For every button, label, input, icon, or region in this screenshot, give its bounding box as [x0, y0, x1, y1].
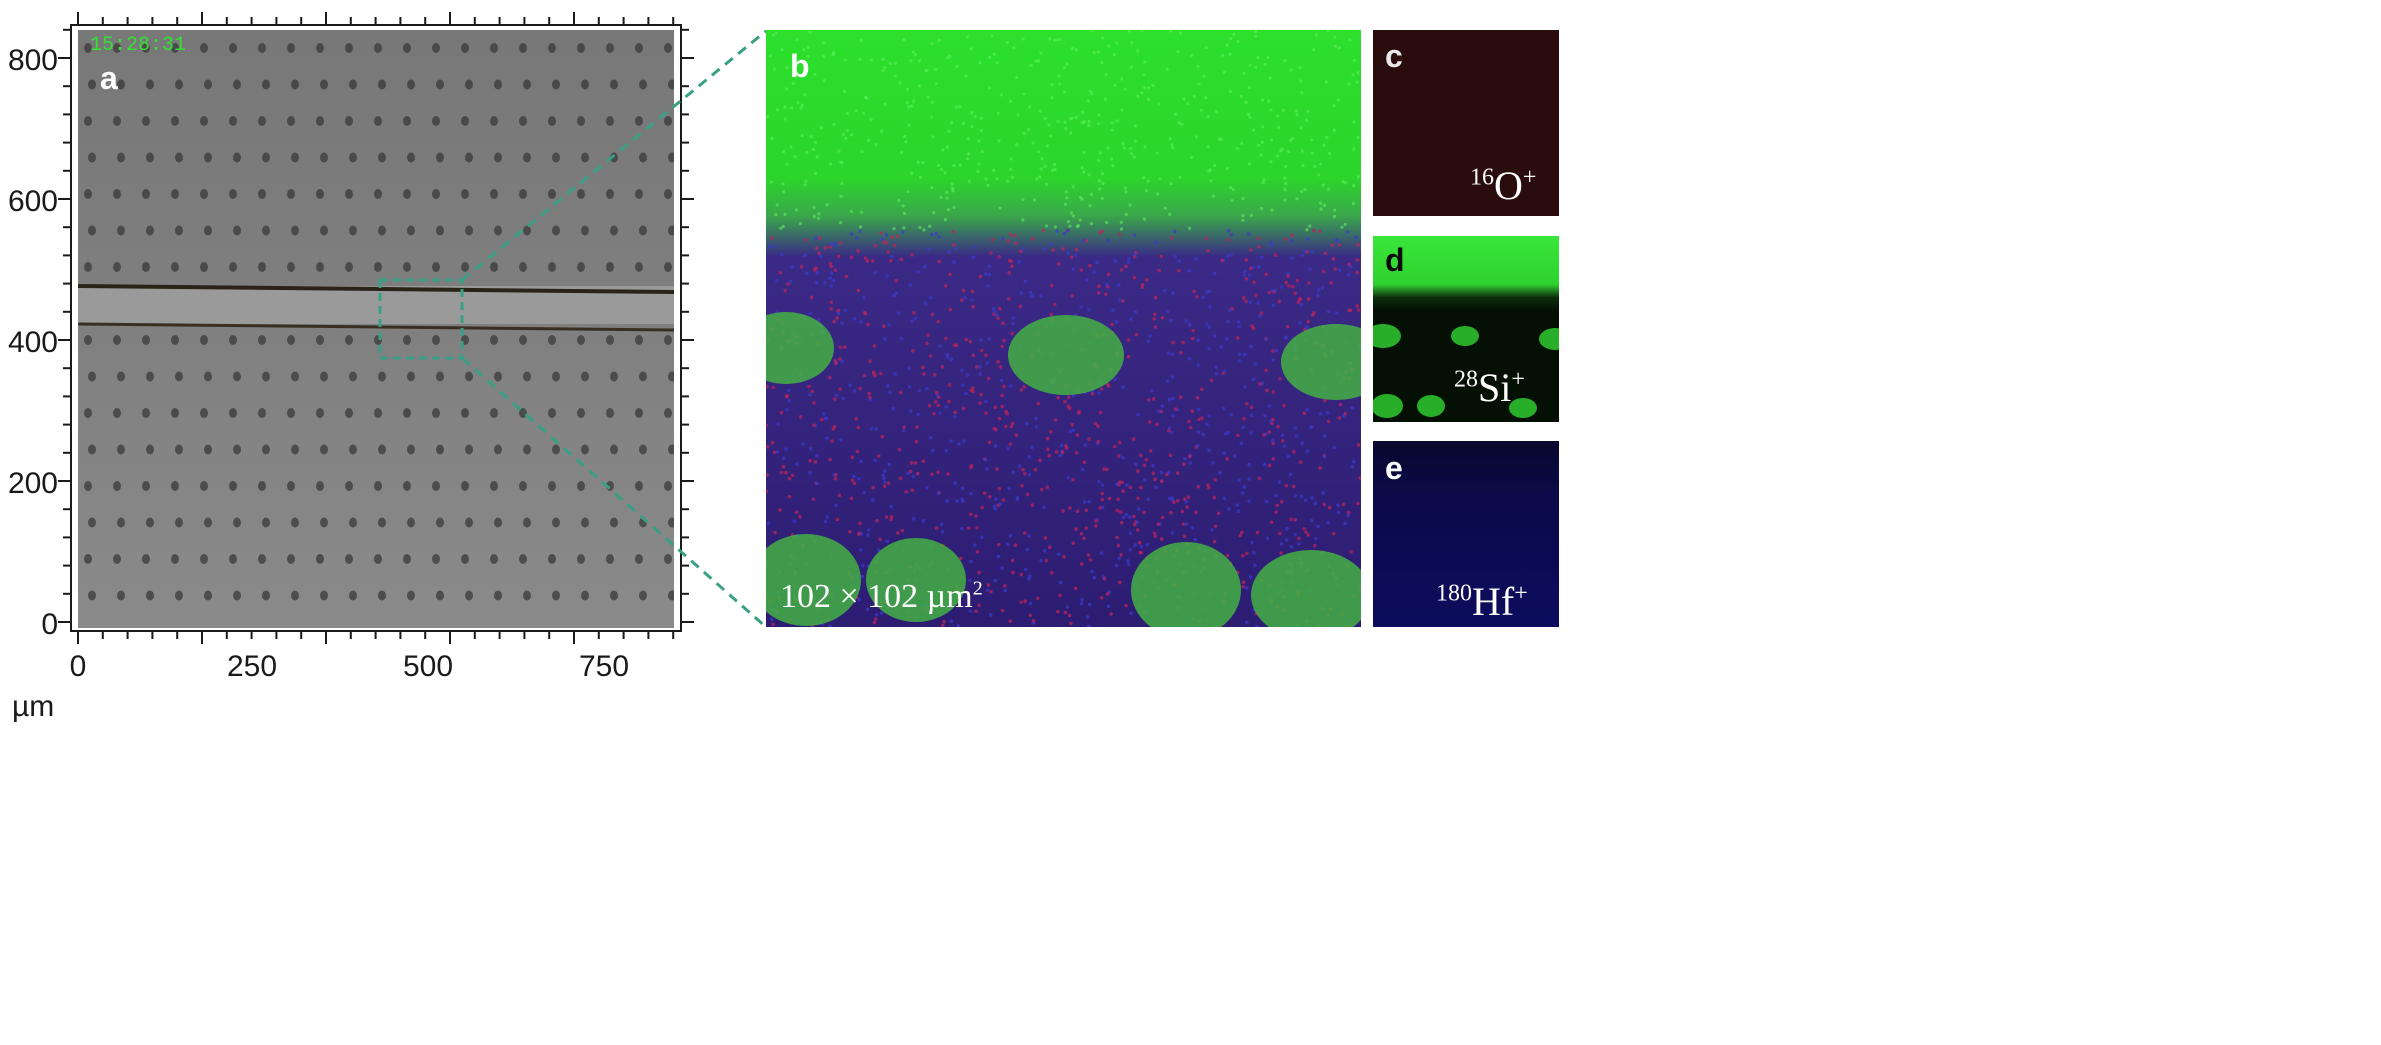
- hafnium-ion-map: [1373, 441, 1559, 627]
- composite-ion-map: [766, 30, 1361, 627]
- y-tick-label: 800: [7, 44, 58, 77]
- silicon-features: [1373, 324, 1559, 418]
- silicon-charge: +: [1511, 366, 1525, 393]
- x-unit-label: µm: [12, 690, 55, 723]
- hafnium-charge: +: [1514, 580, 1528, 607]
- axis-ticks: [58, 12, 694, 644]
- interface-band: [78, 284, 674, 332]
- y-tick-label: 200: [7, 467, 58, 500]
- panel-d-letter: d: [1385, 242, 1405, 278]
- panel-a-timestamp: 15:28:31: [90, 34, 187, 57]
- zoom-indicator: [378, 29, 767, 629]
- scan-area-label: 102 × 102 µm2: [780, 578, 983, 616]
- oxygen-charge: +: [1522, 164, 1537, 191]
- x-tick-label: 500: [402, 650, 454, 683]
- panel-a-letter: a: [100, 60, 118, 96]
- ion-map-speckle: [766, 30, 1361, 627]
- oxygen-ion-label: 16O+: [1470, 162, 1536, 209]
- optical-micrograph: [78, 30, 674, 628]
- zoom-connector-top: [461, 29, 767, 282]
- panel-c-letter: c: [1385, 38, 1403, 74]
- x-tick-label: 250: [226, 650, 278, 683]
- hafnium-element: Hf: [1472, 579, 1515, 624]
- x-tick-label: 750: [578, 650, 630, 683]
- scan-area-text: 102 × 102 µm: [780, 578, 973, 615]
- pit-array: [84, 43, 674, 601]
- micrograph-features: [78, 43, 674, 601]
- panel-a-axes: [58, 12, 694, 644]
- x-tick-label: 0: [69, 650, 87, 683]
- panel-b-letter: b: [790, 48, 810, 84]
- oxygen-mass: 16: [1470, 164, 1494, 191]
- hafnium-ion-label: 180Hf+: [1436, 578, 1528, 625]
- scan-area-exponent: 2: [972, 577, 983, 600]
- y-tick-label: 400: [7, 326, 58, 359]
- panel-e-letter: e: [1385, 450, 1403, 486]
- silicon-dots: [1373, 324, 1559, 418]
- zoom-connector-bottom: [461, 356, 767, 629]
- hafnium-mass: 180: [1436, 580, 1472, 607]
- silicon-mass: 28: [1454, 366, 1478, 393]
- silicon-spots: [766, 312, 1361, 627]
- y-tick-label: 0: [41, 608, 58, 641]
- y-tick-label: 600: [7, 185, 58, 218]
- zoom-region-box: [378, 278, 464, 360]
- silicon-element: Si: [1478, 365, 1512, 410]
- oxygen-element: O: [1494, 163, 1523, 208]
- silicon-ion-label: 28Si+: [1454, 364, 1525, 411]
- silicon-ion-map: [1373, 236, 1559, 422]
- plot-frame: [70, 24, 682, 632]
- oxygen-ion-map: [1373, 30, 1559, 216]
